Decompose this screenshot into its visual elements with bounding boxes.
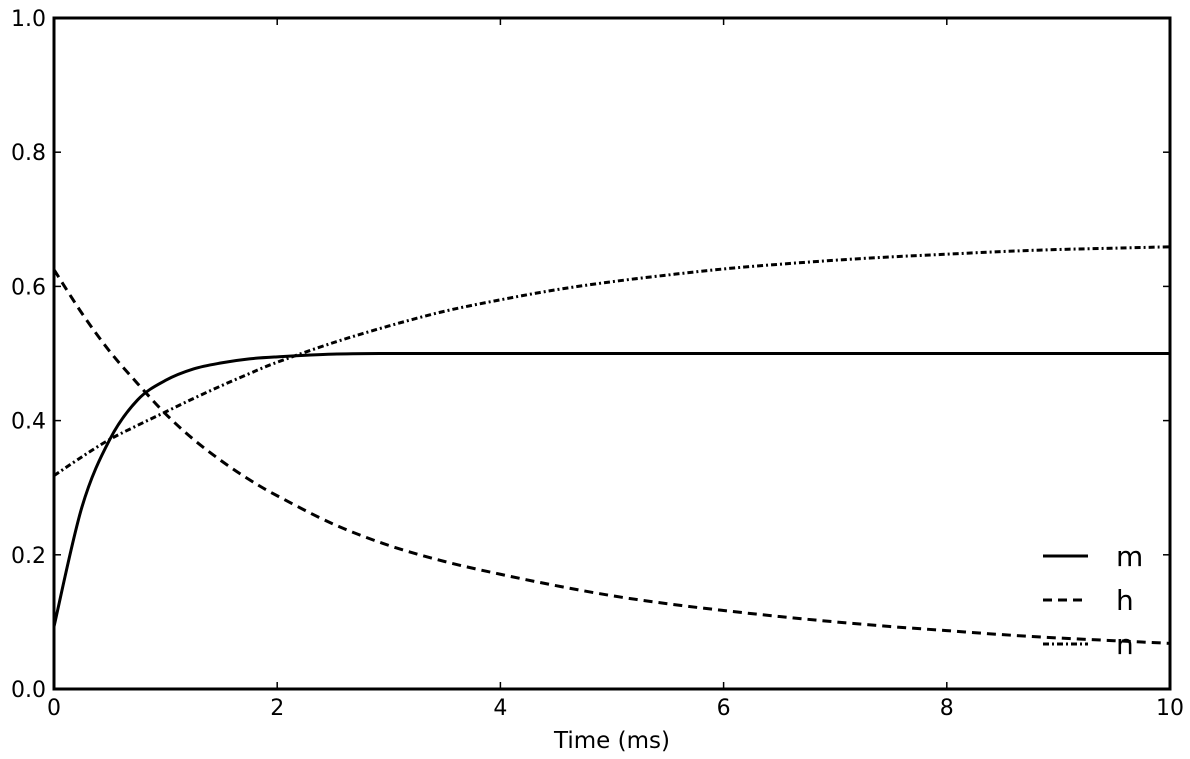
series-line-n — [53, 245, 1171, 477]
plot-frame — [52, 16, 1172, 691]
x-tick-label: 2 — [270, 696, 284, 721]
x-tick-label: 8 — [940, 696, 954, 721]
series-layer — [52, 245, 1171, 645]
x-tick-label: 10 — [1156, 696, 1184, 721]
legend: mhn — [1043, 540, 1143, 661]
y-tick-label: 1.0 — [11, 7, 46, 32]
legend-label-h: h — [1116, 584, 1134, 617]
y-tick-label: 0.0 — [11, 678, 46, 703]
x-tick-label: 4 — [493, 696, 507, 721]
x-tick-label: 6 — [717, 696, 731, 721]
ticks-layer: 0 2 4 6 8 10 0.0 0.2 0.4 0.6 0.8 1.0 — [11, 7, 1184, 721]
y-tick-label: 0.4 — [11, 410, 46, 435]
y-tick-label: 0.6 — [11, 275, 46, 300]
y-tick-label: 0.2 — [11, 544, 46, 569]
series-line-m — [52, 351, 1170, 627]
legend-label-m: m — [1116, 540, 1143, 573]
x-axis-label: Time (ms) — [553, 728, 670, 754]
series-line-h — [52, 268, 1171, 645]
x-tick-label: 0 — [47, 696, 61, 721]
legend-label-n: n — [1116, 628, 1134, 661]
y-tick-label: 0.8 — [11, 141, 46, 166]
